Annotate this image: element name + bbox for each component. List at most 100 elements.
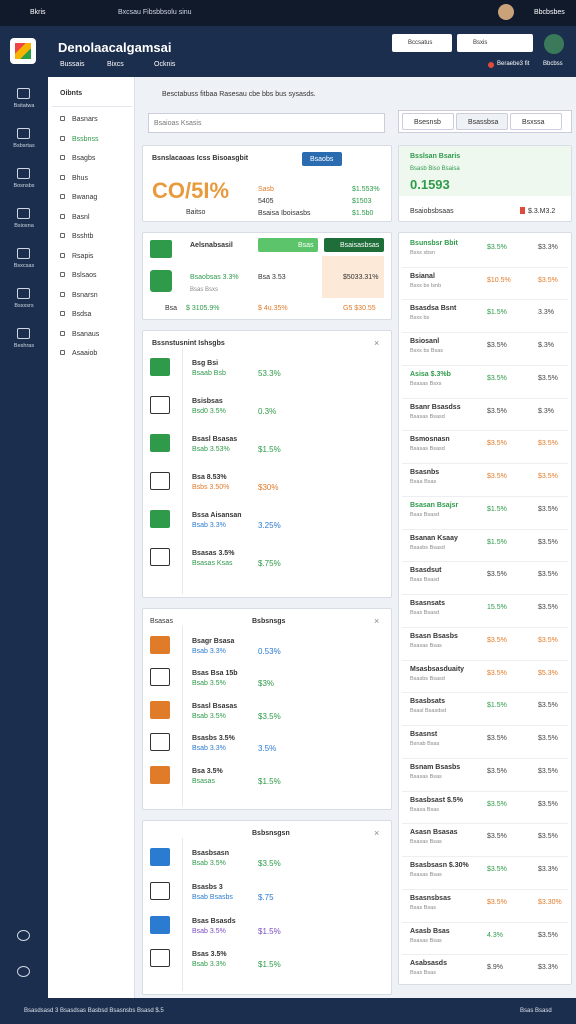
row-sub: Bsab Bsasbs [192, 893, 233, 901]
menu-icon [60, 155, 65, 160]
list-pct: $1.5% [487, 505, 507, 513]
list-name[interactable]: Bsunsbsr Bbit [410, 240, 458, 247]
promo-icon [150, 240, 172, 258]
menu-item[interactable]: Bsdsa [72, 311, 92, 318]
rail-icon[interactable] [17, 966, 30, 977]
menu-item[interactable]: Bslsaos [72, 272, 97, 279]
panel-title: Bsbsnsgs [252, 618, 286, 625]
menu-item[interactable]: Bsshtb [72, 233, 94, 240]
menu-item[interactable]: Bssbnss [72, 135, 99, 143]
rail-icon[interactable] [17, 328, 30, 339]
list-sub: Bsas Bsas [410, 904, 436, 911]
list-name[interactable]: Bsasdsut [410, 567, 442, 575]
list-name[interactable]: Bsmosnasn [410, 436, 450, 444]
rail-label: Bssxsrs [14, 303, 34, 309]
tab[interactable] [510, 113, 562, 130]
list-name[interactable]: Bsanr Bsasdss [410, 403, 461, 411]
close: × [374, 828, 380, 838]
list-name[interactable]: Asasn Bsasas [410, 829, 458, 837]
list-divider [402, 856, 568, 858]
list-name[interactable]: Bsanan Ksaay [410, 534, 458, 542]
menu-item[interactable]: Bsagbs [72, 155, 96, 162]
list-name[interactable]: Bsasnbs [410, 469, 440, 477]
menu-item[interactable]: Bwanag [72, 194, 98, 201]
promo-note: Bsas Bsxs [190, 287, 219, 293]
rail-icon[interactable] [17, 248, 30, 259]
menu-item[interactable]: Basnl [72, 213, 90, 221]
list-name[interactable]: Bsasbsast $.5% [410, 796, 463, 804]
account-name: Bbcbss [543, 61, 563, 67]
breadcrumb: Bxcsau Fibsbbsolu sinu [118, 9, 192, 16]
panel-strip [182, 626, 183, 806]
list-divider [402, 626, 568, 628]
promo-value: $5033.31% [343, 274, 379, 281]
promo-value: Bsaobsas 3.3% [190, 274, 239, 281]
status-dot [488, 62, 494, 68]
list-pct: $3.5% [487, 473, 507, 481]
list-value: $.3% [538, 342, 554, 350]
list-divider [402, 659, 568, 661]
rail-icon[interactable] [17, 128, 30, 139]
list-sub: Bsxs sbsn [410, 250, 436, 256]
menu-item[interactable]: Bsnarsn [72, 291, 98, 299]
row-label: Bssa Aisansan [192, 512, 242, 519]
list-sub: Bsasas Bsasd [410, 413, 445, 420]
summary-value: $1.553% [352, 186, 380, 193]
list-divider [402, 528, 568, 530]
rail-icon[interactable] [17, 168, 30, 179]
list-name[interactable]: Bsasan Bsajsr [410, 501, 459, 509]
list-divider [402, 954, 568, 956]
rail-icon[interactable] [17, 288, 30, 299]
search-box[interactable] [457, 34, 533, 52]
nav-item[interactable]: Ocknis [154, 61, 176, 68]
list-sub: Bsasas Bsas [410, 839, 442, 846]
row-label: Bsasl Bsasas [192, 702, 238, 710]
list-name[interactable]: Bsasbsats [410, 698, 446, 706]
row-sub: Bsab 3.5% [192, 860, 226, 867]
menu-item[interactable]: Rsapis [72, 252, 94, 260]
list-name[interactable]: Bsasnst [410, 731, 438, 739]
row-pct: $1.5% [258, 926, 281, 936]
menu-item[interactable]: Bhus [72, 174, 88, 182]
row-label: Bsg Bsi [192, 360, 219, 367]
search-field[interactable] [148, 113, 385, 133]
list-pct: $3.5% [487, 407, 507, 415]
menu-icon [60, 135, 65, 141]
menu-item[interactable]: Basnars [72, 116, 98, 123]
list-name[interactable]: Bsasn Bsasbs [410, 632, 458, 640]
list-value: $5.3% [538, 669, 558, 677]
search-box[interactable] [392, 34, 452, 52]
summary-button[interactable] [302, 152, 342, 166]
list-name[interactable]: Bsasbsasn $.30% [410, 862, 469, 870]
promo-button2[interactable] [324, 238, 384, 252]
list-name[interactable]: Asisa $.3%b [410, 370, 451, 378]
list-name[interactable]: Asasb Bsas [410, 927, 450, 935]
row-sub: Bsab 3.3% [192, 961, 226, 969]
list-name[interactable]: Bsianal [410, 272, 435, 280]
tab[interactable] [456, 113, 508, 130]
rail-icon[interactable] [17, 208, 30, 219]
nav-item[interactable]: Bussais [60, 61, 85, 68]
list-name[interactable]: Bsasnsats [410, 600, 446, 608]
menu-item[interactable]: Bsanaus [72, 330, 100, 338]
promo-button[interactable] [258, 238, 318, 252]
promo-button2-label: Bsaisasbsas [340, 242, 380, 249]
menu-icon [60, 194, 65, 199]
summary-big-sub: Baitso [186, 209, 206, 216]
menu-item[interactable]: Asaaiob [72, 350, 98, 357]
nav-item[interactable]: Bixcs [107, 61, 124, 68]
list-name[interactable]: Bsnam Bsasbs [410, 763, 461, 771]
rail-icon[interactable] [17, 930, 30, 941]
list-name[interactable]: Bsasnsbsas [410, 894, 451, 902]
rail-icon[interactable] [17, 88, 30, 99]
list-pct: 4.3% [487, 931, 503, 939]
panel-card [142, 820, 392, 995]
tab[interactable] [402, 113, 454, 130]
list-name[interactable]: Bsasdsa Bsnt [410, 305, 457, 313]
list-sub: Bsas Bsasd [410, 610, 440, 617]
list-name[interactable]: Asabsasds [410, 960, 447, 968]
search-label: Bccsatus [408, 40, 433, 46]
list-name[interactable]: Msasbsasduaity [410, 665, 465, 673]
list-name[interactable]: Bsiosanl [410, 338, 440, 346]
side-title: Bsslsan Bsaris [410, 153, 461, 160]
